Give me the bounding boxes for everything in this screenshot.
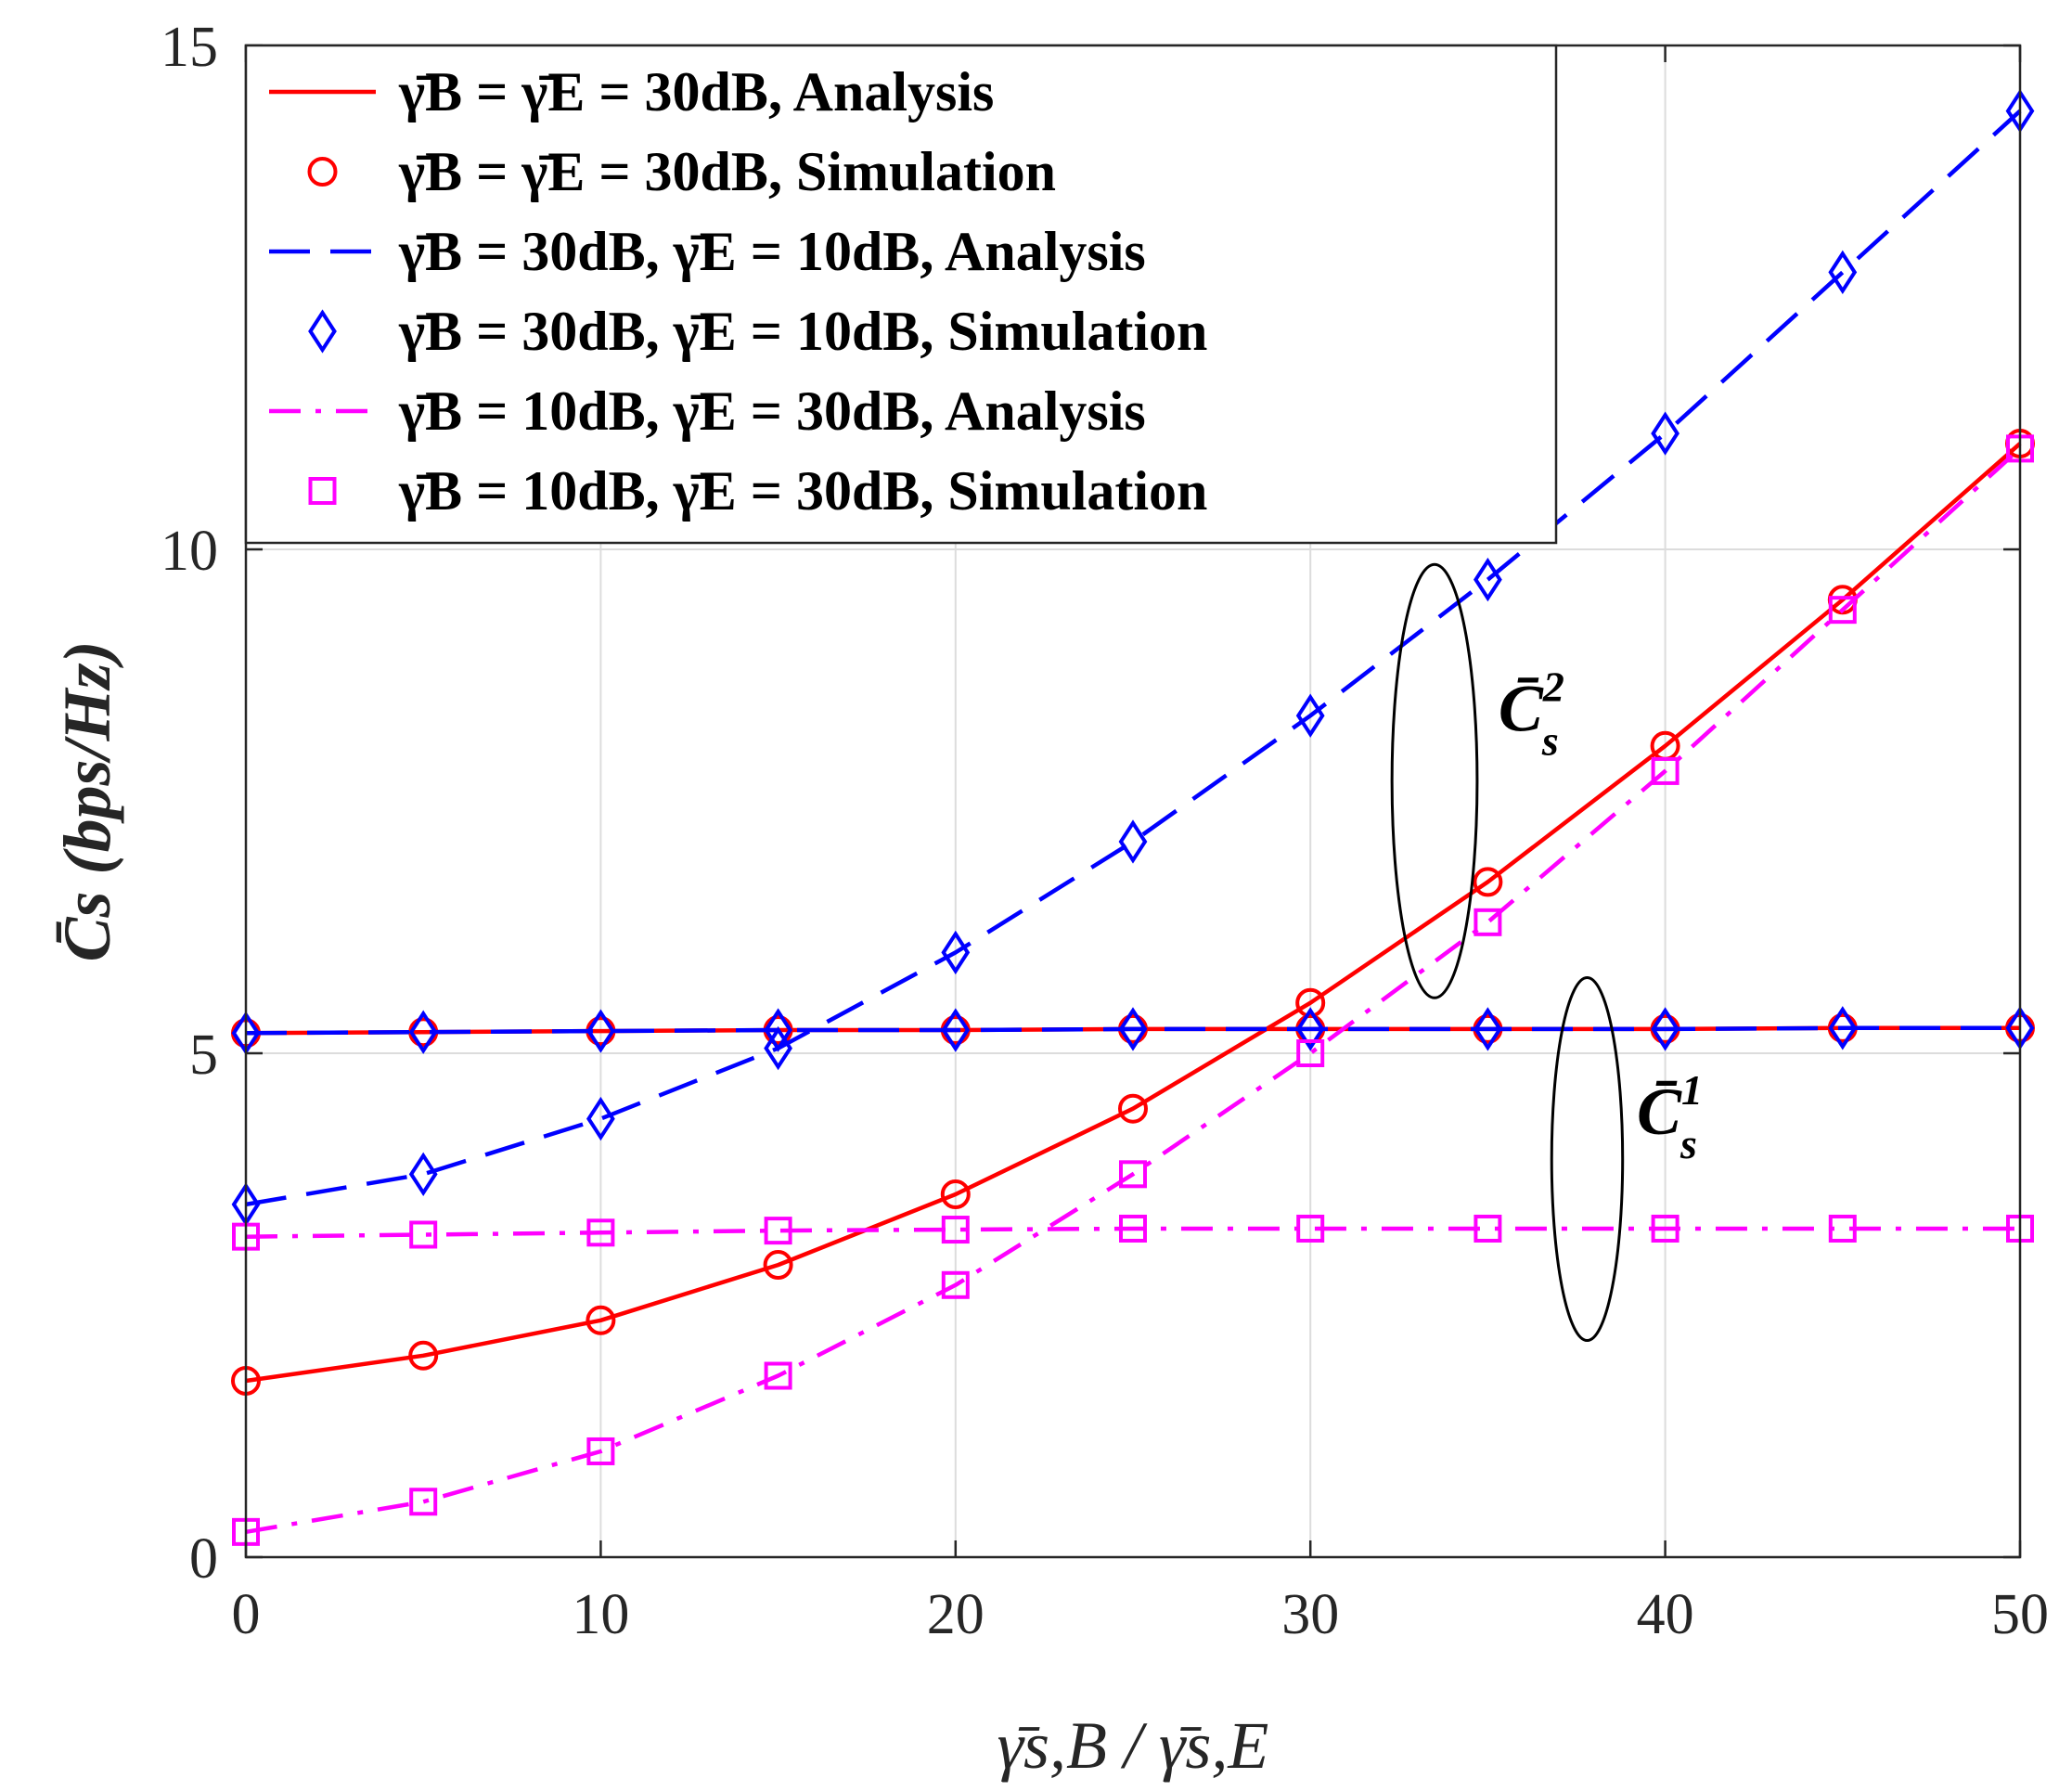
annotation-label-0: C̄2 s <box>1499 663 1564 764</box>
legend-label-5: γ̄B = 10dB, γ̄E = 30dB, Simulation <box>398 460 1207 522</box>
y-tick-label: 15 <box>161 16 218 79</box>
data-point-3-0-4 <box>941 930 971 975</box>
data-point-5-1-1 <box>409 1220 438 1249</box>
legend-marker-1 <box>307 157 338 187</box>
annotation-base: C̄ <box>1499 671 1544 745</box>
x-tick-label: 20 <box>927 1583 985 1646</box>
data-point-3-1-7 <box>1474 1007 1502 1051</box>
data-point-5-0-5 <box>1119 1160 1147 1189</box>
data-point-3-1-9 <box>1828 1006 1858 1050</box>
x-tick-label: 40 <box>1637 1583 1694 1646</box>
data-point-3-1-1 <box>408 1010 438 1054</box>
annotation-sub: s <box>1679 1120 1697 1167</box>
data-point-5-1-5 <box>1119 1214 1147 1243</box>
data-point-3-1-2 <box>586 1009 615 1053</box>
x-tick-label: 30 <box>1281 1583 1339 1646</box>
data-point-1-0-7 <box>1473 867 1503 897</box>
annotation-ellipse-1 <box>1550 976 1625 1343</box>
data-point-1-0-3 <box>763 1250 793 1281</box>
legend-label-0: γ̄B = γ̄E = 30dB, Analysis <box>398 61 994 122</box>
annotation-label-1: C̄1 s <box>1637 1066 1703 1167</box>
axis-ticks: 0 10 20 30 40 50 0 5 10 15 <box>161 16 2049 1646</box>
y-tick-label: 10 <box>161 520 218 583</box>
plot-series <box>231 88 2035 1546</box>
data-point-3-1-5 <box>1118 1007 1148 1051</box>
data-point-5-0-3 <box>764 1361 792 1390</box>
legend: γ̄B = γ̄E = 30dB, Analysis γ̄B = γ̄E = 30… <box>244 44 1558 545</box>
axis-labels: γ̄s,B / γ̄s,E C̄s (bps/Hz) <box>50 640 1268 1783</box>
data-point-5-1-7 <box>1474 1214 1502 1243</box>
y-tick-label: 5 <box>189 1024 218 1087</box>
data-point-3-1-8 <box>1651 1007 1679 1051</box>
data-point-5-0-2 <box>586 1437 615 1465</box>
data-point-3-0-5 <box>1118 819 1148 864</box>
data-point-3-0-8 <box>1651 411 1679 456</box>
series-4 <box>245 446 2022 1535</box>
x-tick-label: 10 <box>572 1583 629 1646</box>
x-tick-label: 0 <box>232 1583 261 1646</box>
series-2 <box>245 109 2022 1207</box>
y-axis-label: C̄s (bps/Hz) <box>50 640 124 961</box>
legend-label-2: γ̄B = 30dB, γ̄E = 10dB, Analysis <box>398 221 1146 282</box>
y-tick-label: 0 <box>189 1527 218 1591</box>
annotations: C̄2 sC̄1 s <box>1390 562 1703 1343</box>
data-point-5-0-6 <box>1296 1039 1325 1067</box>
data-point-1-0-2 <box>586 1305 616 1335</box>
annotation-sup: 2 <box>1542 663 1564 710</box>
x-axis-label: γ̄s,B / γ̄s,E <box>997 1708 1269 1783</box>
legend-label-1: γ̄B = γ̄E = 30dB, Simulation <box>398 141 1056 202</box>
data-point-5-1-8 <box>1651 1214 1679 1243</box>
series-line-4-0 <box>245 446 2022 1535</box>
annotation-base: C̄ <box>1637 1075 1682 1149</box>
data-point-5-1-4 <box>941 1216 970 1244</box>
data-point-1-0-4 <box>940 1179 971 1210</box>
series-line-0-0 <box>245 442 2022 1384</box>
x-tick-label: 50 <box>1991 1583 2049 1646</box>
data-point-1-0-5 <box>1118 1093 1148 1124</box>
annotation-ellipse-0 <box>1390 562 1479 999</box>
data-point-5-1-6 <box>1296 1214 1325 1243</box>
data-point-3-0-6 <box>1295 693 1325 738</box>
data-point-1-0-1 <box>408 1340 439 1371</box>
legend-label-3: γ̄B = 30dB, γ̄E = 10dB, Simulation <box>398 301 1207 362</box>
data-point-3-0-2 <box>586 1096 615 1141</box>
legend-label-4: γ̄B = 10dB, γ̄E = 30dB, Analysis <box>398 380 1146 442</box>
data-point-5-0-9 <box>1828 596 1857 625</box>
data-point-3-1-4 <box>941 1008 971 1052</box>
data-point-5-1-3 <box>764 1217 792 1245</box>
legend-box <box>244 44 1558 545</box>
data-point-5-1-2 <box>586 1218 615 1247</box>
series-line-2-0 <box>245 109 2022 1207</box>
series-line-2-1 <box>245 1025 2020 1036</box>
legend-marker-3 <box>308 309 337 354</box>
data-point-5-0-4 <box>941 1270 970 1299</box>
data-point-3-1-6 <box>1295 1007 1325 1051</box>
data-point-5-0-8 <box>1651 756 1679 785</box>
legend-marker-5 <box>308 477 337 505</box>
data-point-3-1-3 <box>764 1008 792 1052</box>
series-line-4-1 <box>245 1226 2020 1239</box>
data-point-3-0-3 <box>764 1025 792 1071</box>
data-point-5-1-9 <box>1828 1214 1857 1243</box>
data-point-5-0-7 <box>1474 908 1502 936</box>
data-point-3-0-9 <box>1828 250 1858 295</box>
data-point-3-0-7 <box>1474 557 1502 602</box>
annotation-sup: 1 <box>1681 1066 1703 1114</box>
data-point-5-0-1 <box>409 1488 438 1516</box>
annotation-sub: s <box>1541 716 1559 764</box>
data-point-3-0-1 <box>408 1152 438 1196</box>
